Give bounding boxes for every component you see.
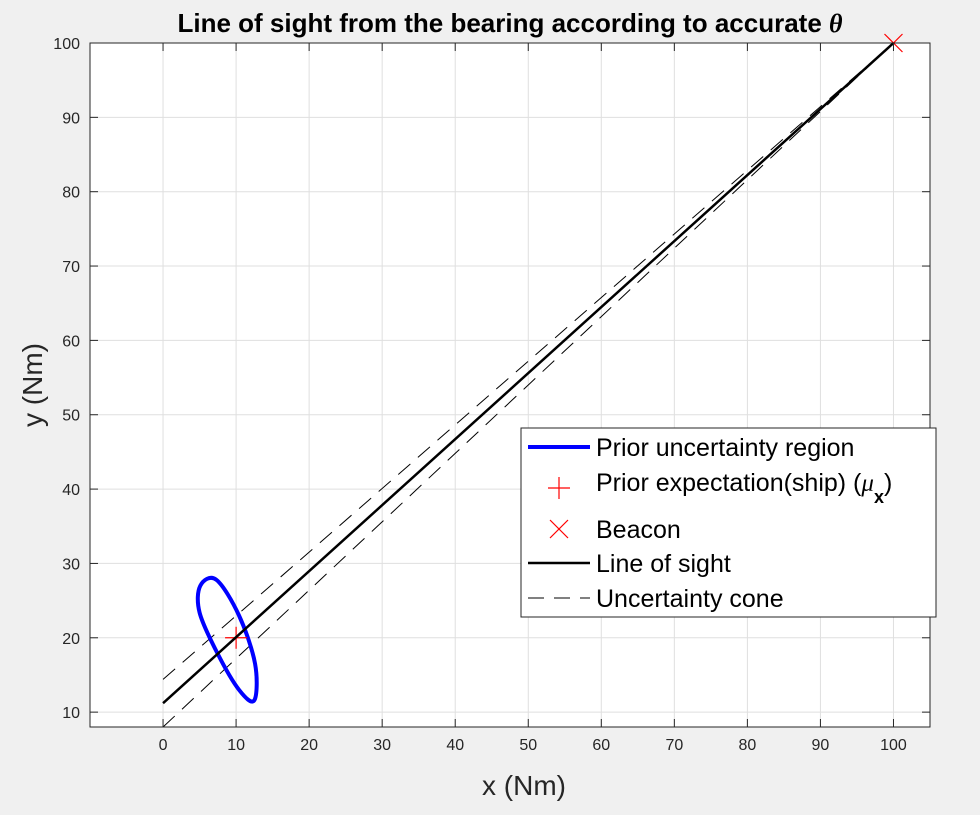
x-tick-label: 60 — [592, 737, 610, 754]
legend-label-ship-marker: Prior expectation(ship) (μx) — [596, 469, 892, 507]
uncertainty-cone-line — [162, 42, 894, 680]
legend-label-beacon-marker: Beacon — [596, 516, 681, 544]
x-tick-label: 30 — [373, 737, 391, 754]
chart-title-text: Line of sight from the bearing according… — [177, 8, 821, 38]
y-tick-label: 80 — [62, 185, 80, 202]
chart-title-symbol: θ — [829, 9, 843, 38]
x-tick-label: 40 — [446, 737, 464, 754]
y-tick-label: 60 — [62, 333, 80, 350]
y-tick-label: 50 — [62, 408, 80, 425]
x-axis-label: x (Nm) — [482, 770, 566, 801]
chart-title: Line of sight from the bearing according… — [177, 8, 843, 38]
x-tick-label: 10 — [227, 737, 245, 754]
x-tick-label: 90 — [812, 737, 830, 754]
y-tick-label: 20 — [62, 631, 80, 648]
ticks: 0 10 20 30 40 50 60 70 80 90 100 10 20 30 40 50 60 70 80 90… — [53, 36, 930, 754]
y-tick-label: 100 — [53, 36, 80, 53]
legend-label-uncertainty-region: Prior uncertainty region — [596, 434, 854, 462]
legend-label-line-of-sight: Line of sight — [596, 550, 731, 578]
y-tick-label: 40 — [62, 482, 80, 499]
legend: Prior uncertainty region Prior expectati… — [520, 427, 937, 618]
plot-series — [162, 33, 903, 728]
x-tick-label: 20 — [300, 737, 318, 754]
y-tick-label: 10 — [62, 705, 80, 722]
plot-area — [90, 43, 930, 727]
y-tick-label: 70 — [62, 259, 80, 276]
legend-box — [520, 427, 937, 618]
y-axis-label: y (Nm) — [17, 343, 48, 427]
x-tick-label: 80 — [738, 737, 756, 754]
legend-swatch-ship-marker — [548, 477, 570, 499]
line-of-sight — [162, 42, 895, 705]
y-tick-label: 90 — [62, 110, 80, 127]
legend-swatch-beacon-marker — [549, 519, 569, 539]
x-tick-label: 50 — [519, 737, 537, 754]
uncertainty-cone-line — [162, 42, 894, 728]
y-tick-label: 30 — [62, 556, 80, 573]
x-tick-label: 0 — [159, 737, 168, 754]
x-tick-label: 100 — [880, 737, 907, 754]
plot-border — [89, 42, 931, 728]
legend-label-uncertainty-cone: Uncertainty cone — [596, 585, 784, 613]
uncertainty-region-ellipse — [195, 575, 259, 704]
x-tick-label: 70 — [665, 737, 683, 754]
